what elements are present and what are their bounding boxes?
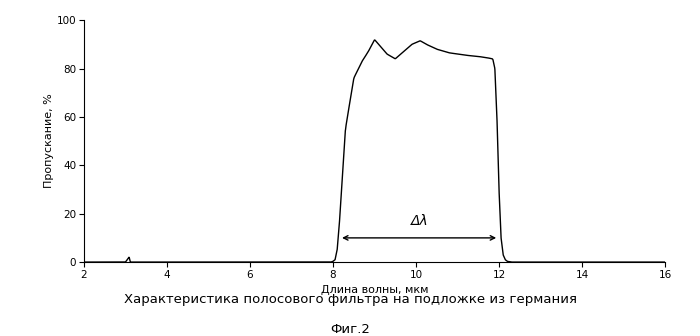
Text: Δλ: Δλ (412, 214, 429, 228)
Text: Характеристика полосового фильтра на подложке из германия: Характеристика полосового фильтра на под… (123, 293, 577, 305)
Y-axis label: Пропускание, %: Пропускание, % (44, 94, 54, 188)
Text: Фиг.2: Фиг.2 (330, 323, 370, 336)
X-axis label: Длина волны, мкм: Длина волны, мкм (321, 285, 428, 295)
